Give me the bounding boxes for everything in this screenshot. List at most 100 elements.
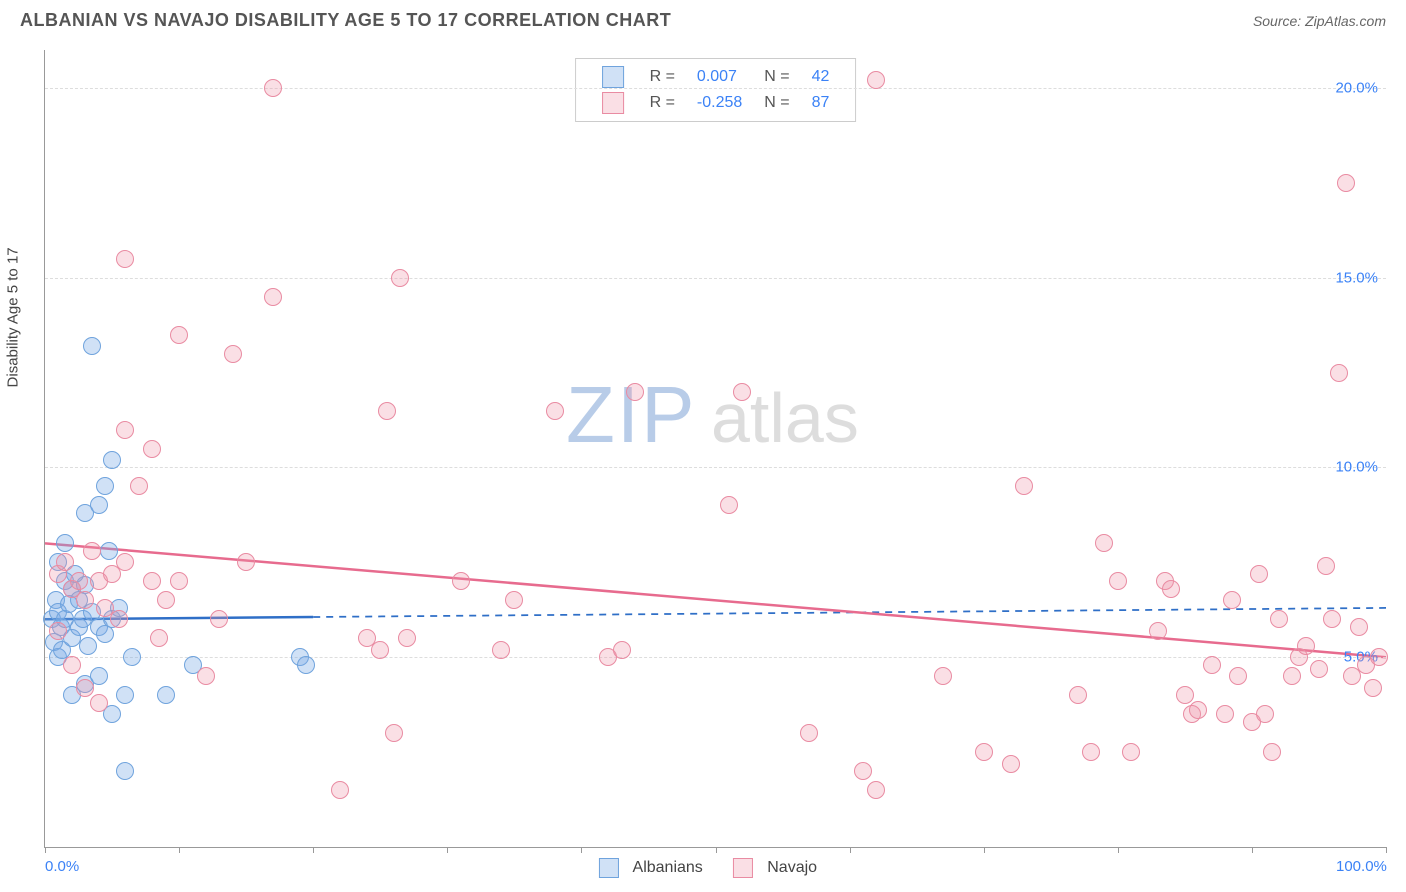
gridline bbox=[45, 467, 1386, 468]
data-point-navajo bbox=[110, 610, 128, 628]
data-point-albanians bbox=[297, 656, 315, 674]
data-point-navajo bbox=[1069, 686, 1087, 704]
data-point-navajo bbox=[1323, 610, 1341, 628]
data-point-navajo bbox=[1015, 477, 1033, 495]
trendline-dash-albanians bbox=[313, 608, 1386, 617]
data-point-navajo bbox=[83, 542, 101, 560]
data-point-navajo bbox=[800, 724, 818, 742]
legend-r-label: R = bbox=[640, 91, 685, 115]
data-point-navajo bbox=[197, 667, 215, 685]
chart-title: ALBANIAN VS NAVAJO DISABILITY AGE 5 TO 1… bbox=[20, 10, 671, 31]
data-point-navajo bbox=[224, 345, 242, 363]
x-tick-label: 100.0% bbox=[1336, 858, 1387, 875]
data-point-navajo bbox=[1370, 648, 1388, 666]
legend-swatch-icon bbox=[602, 66, 624, 88]
data-point-navajo bbox=[1310, 660, 1328, 678]
data-point-navajo bbox=[1189, 701, 1207, 719]
legend-swatch-icon bbox=[602, 92, 624, 114]
series-legend: Albanians Navajo bbox=[579, 858, 827, 878]
data-point-navajo bbox=[143, 572, 161, 590]
data-point-navajo bbox=[1337, 174, 1355, 192]
data-point-albanians bbox=[123, 648, 141, 666]
data-point-navajo bbox=[1162, 580, 1180, 598]
data-point-navajo bbox=[626, 383, 644, 401]
data-point-navajo bbox=[63, 656, 81, 674]
data-point-navajo bbox=[1223, 591, 1241, 609]
data-point-navajo bbox=[76, 679, 94, 697]
x-tick bbox=[313, 847, 314, 853]
data-point-navajo bbox=[371, 641, 389, 659]
data-point-navajo bbox=[1095, 534, 1113, 552]
x-tick bbox=[581, 847, 582, 853]
source-label: Source: ZipAtlas.com bbox=[1253, 13, 1386, 29]
data-point-navajo bbox=[1283, 667, 1301, 685]
legend-n-value: 87 bbox=[802, 91, 840, 115]
data-point-navajo bbox=[1330, 364, 1348, 382]
data-point-navajo bbox=[143, 440, 161, 458]
data-point-navajo bbox=[385, 724, 403, 742]
data-point-albanians bbox=[103, 451, 121, 469]
data-point-navajo bbox=[975, 743, 993, 761]
data-point-navajo bbox=[867, 71, 885, 89]
data-point-navajo bbox=[720, 496, 738, 514]
x-tick bbox=[1252, 847, 1253, 853]
legend-r-value: -0.258 bbox=[687, 91, 752, 115]
data-point-navajo bbox=[934, 667, 952, 685]
data-point-albanians bbox=[79, 637, 97, 655]
legend-swatch-icon bbox=[599, 858, 619, 878]
y-tick-label: 15.0% bbox=[1335, 269, 1378, 286]
scatter-chart: Disability Age 5 to 17 ZIP atlas R =0.00… bbox=[44, 50, 1386, 848]
x-tick bbox=[179, 847, 180, 853]
data-point-navajo bbox=[210, 610, 228, 628]
data-point-navajo bbox=[733, 383, 751, 401]
data-point-navajo bbox=[1122, 743, 1140, 761]
gridline bbox=[45, 657, 1386, 658]
x-tick bbox=[1118, 847, 1119, 853]
data-point-navajo bbox=[150, 629, 168, 647]
data-point-navajo bbox=[613, 641, 631, 659]
data-point-navajo bbox=[505, 591, 523, 609]
data-point-navajo bbox=[546, 402, 564, 420]
data-point-navajo bbox=[1256, 705, 1274, 723]
data-point-navajo bbox=[1364, 679, 1382, 697]
data-point-navajo bbox=[1149, 622, 1167, 640]
data-point-navajo bbox=[378, 402, 396, 420]
data-point-navajo bbox=[452, 572, 470, 590]
legend-n-value: 42 bbox=[802, 65, 840, 89]
data-point-navajo bbox=[1250, 565, 1268, 583]
data-point-navajo bbox=[1350, 618, 1368, 636]
gridline bbox=[45, 88, 1386, 89]
data-point-albanians bbox=[83, 337, 101, 355]
data-point-navajo bbox=[170, 326, 188, 344]
data-point-navajo bbox=[1082, 743, 1100, 761]
data-point-navajo bbox=[76, 591, 94, 609]
y-tick-label: 10.0% bbox=[1335, 459, 1378, 476]
data-point-navajo bbox=[49, 622, 67, 640]
legend-r-value: 0.007 bbox=[687, 65, 752, 89]
data-point-navajo bbox=[116, 250, 134, 268]
data-point-navajo bbox=[331, 781, 349, 799]
watermark: ZIP atlas bbox=[516, 367, 916, 467]
data-point-albanians bbox=[90, 496, 108, 514]
data-point-navajo bbox=[867, 781, 885, 799]
legend-item-navajo: Navajo bbox=[723, 859, 817, 876]
x-tick-label: 0.0% bbox=[45, 858, 79, 875]
x-tick bbox=[850, 847, 851, 853]
data-point-navajo bbox=[90, 694, 108, 712]
data-point-navajo bbox=[1176, 686, 1194, 704]
legend-n-label: N = bbox=[754, 65, 799, 89]
data-point-navajo bbox=[264, 288, 282, 306]
gridline bbox=[45, 278, 1386, 279]
data-point-albanians bbox=[157, 686, 175, 704]
data-point-navajo bbox=[391, 269, 409, 287]
data-point-albanians bbox=[100, 542, 118, 560]
x-tick bbox=[1386, 847, 1387, 853]
legend-swatch-icon bbox=[733, 858, 753, 878]
legend-n-label: N = bbox=[754, 91, 799, 115]
data-point-navajo bbox=[1203, 656, 1221, 674]
data-point-navajo bbox=[854, 762, 872, 780]
x-tick bbox=[984, 847, 985, 853]
data-point-navajo bbox=[237, 553, 255, 571]
trend-lines bbox=[45, 50, 1386, 847]
data-point-navajo bbox=[264, 79, 282, 97]
